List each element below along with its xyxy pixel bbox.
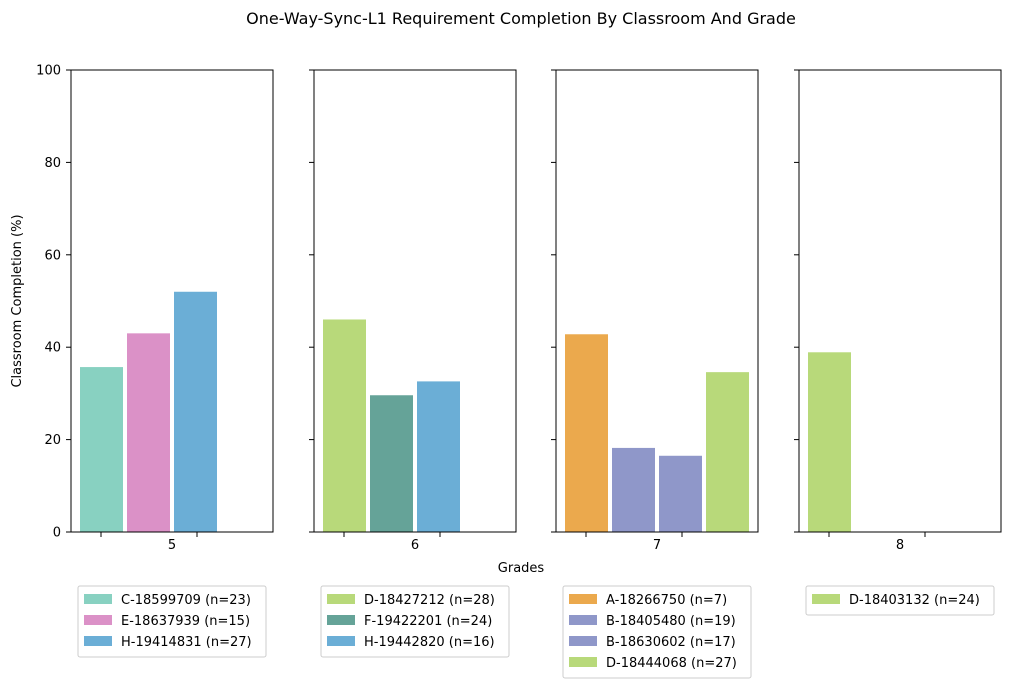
y-tick-label: 40 — [44, 341, 61, 356]
bar — [659, 455, 702, 532]
bar — [370, 395, 413, 532]
bar — [323, 319, 366, 532]
y-tick-label: 20 — [44, 433, 61, 448]
panel-frame — [555, 69, 759, 533]
legend-label: C-18599709 (n=23) — [121, 593, 251, 608]
y-tick-label: 100 — [36, 64, 61, 79]
y-tick-label: 80 — [44, 156, 61, 171]
legend-label: D-18427212 (n=28) — [364, 593, 495, 608]
panel-frame — [313, 69, 517, 533]
legend-swatch — [327, 636, 355, 646]
y-axis-label: Classroom Completion (%) — [10, 214, 25, 387]
bar — [174, 291, 217, 532]
bar — [612, 447, 655, 532]
legend-label: D-18403132 (n=24) — [849, 593, 980, 608]
panels-layer: 0 20 40 60 80 100 5 C-18599709 (n=23) E-18637939… — [36, 64, 1002, 679]
panel-grade-7: 7 A-18266750 (n=7) B-18405480 (n=19) B-1863… — [551, 69, 759, 679]
panel-frame — [798, 69, 1002, 533]
legend-label: E-18637939 (n=15) — [121, 614, 250, 629]
panel-frame — [70, 69, 274, 533]
x-tick-label: 5 — [168, 538, 176, 553]
legend-box — [77, 585, 267, 658]
legend-box — [320, 585, 510, 658]
legend-swatch — [569, 636, 597, 646]
legend: C-18599709 (n=23) E-18637939 (n=15) H-1941… — [77, 585, 267, 658]
legend-label: H-19442820 (n=16) — [364, 635, 495, 650]
legend-label: F-19422201 (n=24) — [364, 614, 492, 629]
legend-label: D-18444068 (n=27) — [606, 656, 737, 671]
bar — [80, 367, 123, 532]
legend-label: H-19414831 (n=27) — [121, 635, 252, 650]
panel-grade-6: 6 D-18427212 (n=28) F-19422201 (n=24) H-194… — [309, 69, 517, 658]
legend-label: B-18405480 (n=19) — [606, 614, 736, 629]
legend-label: A-18266750 (n=7) — [606, 593, 727, 608]
legend-swatch — [327, 594, 355, 604]
legend-swatch — [812, 594, 840, 604]
x-axis-label: Grades — [498, 561, 545, 576]
bar — [565, 334, 608, 532]
legend-swatch — [569, 615, 597, 625]
legend-swatch — [84, 636, 112, 646]
x-tick-label: 6 — [411, 538, 419, 553]
x-tick-label: 7 — [653, 538, 661, 553]
legend: D-18403132 (n=24) — [805, 585, 995, 616]
y-tick-label: 0 — [53, 526, 61, 541]
legend: D-18427212 (n=28) F-19422201 (n=24) H-1944… — [320, 585, 510, 658]
legend: A-18266750 (n=7) B-18405480 (n=19) B-18630… — [562, 585, 752, 679]
legend-swatch — [84, 615, 112, 625]
legend-label: B-18630602 (n=17) — [606, 635, 736, 650]
legend-box — [562, 585, 752, 679]
bar — [417, 381, 460, 532]
legend-swatch — [84, 594, 112, 604]
chart-title: One-Way-Sync-L1 Requirement Completion B… — [246, 9, 796, 28]
bar — [808, 352, 851, 532]
legend-swatch — [327, 615, 355, 625]
y-tick-label: 60 — [44, 248, 61, 263]
legend-swatch — [569, 594, 597, 604]
panel-grade-8: 8 D-18403132 (n=24) — [794, 69, 1002, 616]
legend-swatch — [569, 657, 597, 667]
legend-box — [805, 585, 995, 616]
bar — [127, 333, 170, 532]
bar — [706, 372, 749, 532]
x-tick-label: 8 — [896, 538, 904, 553]
panel-grade-5: 0 20 40 60 80 100 5 C-18599709 (n=23) E-18637939… — [36, 64, 274, 658]
